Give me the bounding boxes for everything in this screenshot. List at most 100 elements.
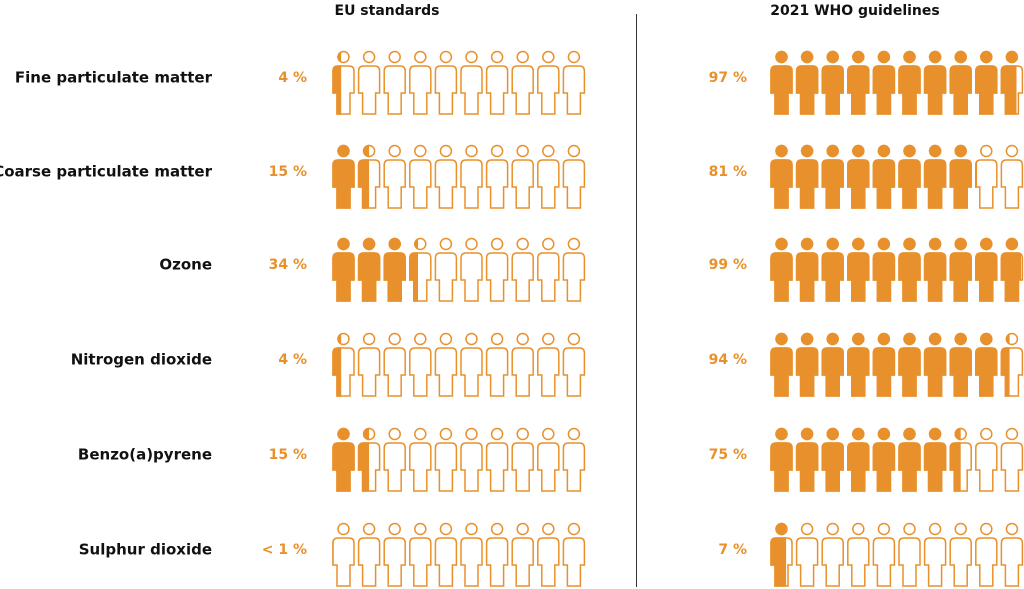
person-icon [537, 427, 560, 492]
person-icon [923, 144, 947, 209]
person-icon [460, 144, 483, 209]
person-fill [975, 237, 998, 302]
person-fill [332, 237, 355, 302]
person-icon [332, 522, 355, 587]
person-fill [847, 50, 870, 115]
person-fill [1000, 237, 1022, 302]
person-fill [872, 332, 896, 397]
person-fill [975, 50, 998, 115]
person-icon [434, 237, 458, 302]
person-icon [562, 50, 586, 115]
person-icon [537, 50, 560, 115]
person-icon [332, 237, 355, 302]
value-label: 7 % [718, 542, 747, 558]
person-icon [357, 237, 381, 302]
person-icon [847, 332, 870, 397]
series-title: 2021 WHO guidelines [770, 3, 939, 19]
person-icon [460, 50, 483, 115]
person-icon [357, 522, 381, 587]
person-icon [1000, 427, 1024, 492]
person-icon [485, 50, 509, 115]
person-icon [562, 427, 586, 492]
person-icon [383, 427, 406, 492]
person-fill [949, 237, 972, 302]
person-icon [357, 144, 381, 209]
person-fill [923, 332, 947, 397]
person-icon [562, 237, 586, 302]
person-fill [898, 427, 921, 492]
person-fill [332, 539, 334, 566]
person-icon [821, 427, 844, 492]
person-fill [949, 50, 972, 115]
person-icon [847, 50, 870, 115]
person-icon [949, 427, 972, 492]
person-fill [821, 144, 844, 209]
person-fill [898, 237, 921, 302]
person-icon [898, 427, 921, 492]
person-icon [898, 237, 921, 302]
person-icon [770, 237, 793, 302]
person-icon [949, 144, 972, 209]
person-icon [383, 50, 406, 115]
person-icon [923, 522, 947, 587]
person-icon [537, 237, 560, 302]
category-label: Benzo(a)pyrene [78, 446, 212, 464]
person-fill [332, 51, 342, 115]
person-icon [537, 144, 560, 209]
person-icon [460, 522, 483, 587]
person-fill [923, 237, 947, 302]
person-fill [795, 427, 819, 492]
person-fill [949, 144, 972, 209]
person-icon [511, 237, 534, 302]
person-icon [821, 50, 844, 115]
person-icon [332, 332, 355, 397]
person-icon [409, 427, 432, 492]
person-fill [383, 237, 406, 302]
person-icon [770, 522, 793, 587]
person-icon [770, 332, 793, 397]
person-icon [383, 522, 406, 587]
person-icon [537, 522, 560, 587]
person-icon [1000, 522, 1024, 587]
person-icon [383, 144, 406, 209]
person-icon [821, 237, 844, 302]
person-icon [949, 50, 972, 115]
person-icon [795, 427, 819, 492]
person-fill [332, 144, 355, 209]
person-icon [923, 332, 947, 397]
person-icon [409, 50, 432, 115]
person-fill [357, 427, 370, 492]
person-icon [485, 427, 509, 492]
category-label: Ozone [159, 256, 212, 274]
person-icon [434, 332, 458, 397]
person-icon [460, 332, 483, 397]
person-fill [770, 237, 793, 302]
person-icon [409, 332, 432, 397]
person-icon [485, 522, 509, 587]
person-icon [949, 522, 972, 587]
category-label: Fine particulate matter [15, 69, 213, 87]
person-icon [795, 332, 819, 397]
person-icon [923, 237, 947, 302]
person-icon [872, 427, 896, 492]
value-label: 15 % [269, 164, 307, 180]
person-fill [332, 333, 342, 397]
person-icon [975, 50, 998, 115]
person-icon [409, 522, 432, 587]
person-icon [1000, 237, 1024, 302]
person-fill [1000, 333, 1010, 397]
person-fill [821, 50, 844, 115]
person-icon [821, 332, 844, 397]
value-label: 4 % [278, 70, 307, 86]
person-fill [409, 238, 418, 302]
person-icon [434, 50, 458, 115]
person-icon [1000, 50, 1024, 115]
person-fill [1000, 50, 1017, 115]
value-label: 75 % [709, 447, 747, 463]
person-icon [434, 522, 458, 587]
person-icon [409, 144, 432, 209]
person-fill [821, 237, 844, 302]
value-label: 34 % [269, 257, 307, 273]
value-label: 15 % [269, 447, 307, 463]
person-fill [770, 50, 793, 115]
